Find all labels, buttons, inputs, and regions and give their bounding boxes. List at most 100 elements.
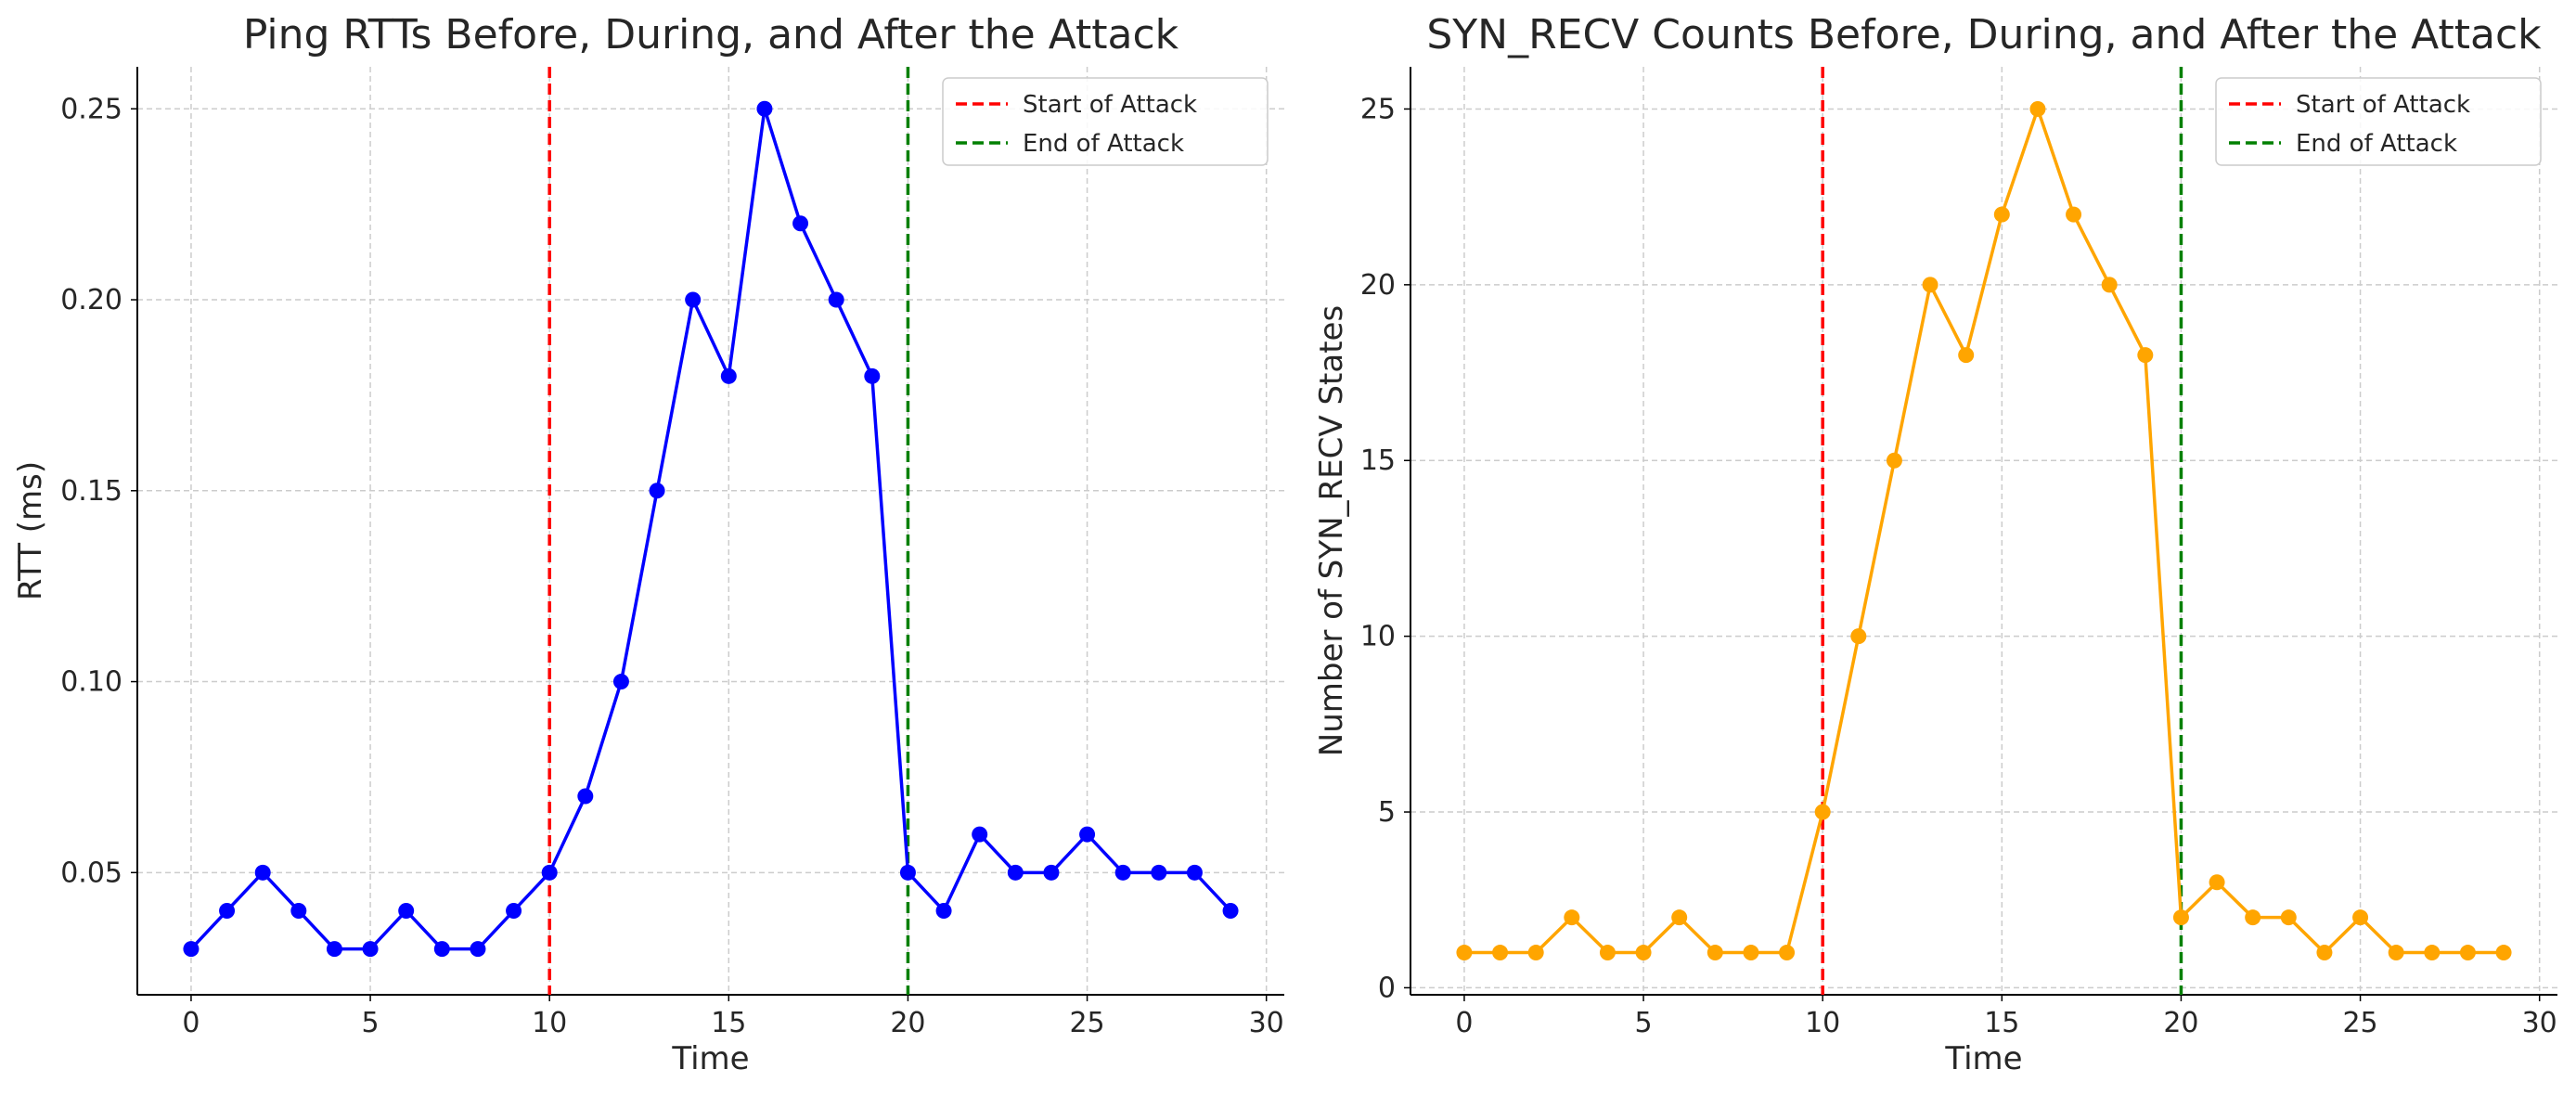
legend: Start of Attack End of Attack bbox=[942, 77, 1269, 166]
data-point bbox=[1492, 945, 1509, 961]
legend-label: Start of Attack bbox=[1023, 91, 1197, 119]
data-point bbox=[290, 902, 307, 919]
data-point bbox=[1007, 864, 1024, 881]
x-tick-label: 20 bbox=[2163, 1007, 2198, 1039]
data-point bbox=[2352, 909, 2369, 926]
data-point bbox=[1527, 945, 1544, 961]
data-point bbox=[2495, 945, 2512, 961]
x-tick-label: 15 bbox=[711, 1007, 746, 1039]
data-point bbox=[1456, 945, 1473, 961]
data-point bbox=[1886, 452, 1902, 469]
y-tick-label: 5 bbox=[1378, 796, 1396, 829]
x-tick-label: 5 bbox=[362, 1007, 380, 1039]
data-point bbox=[2101, 277, 2118, 293]
data-point bbox=[254, 864, 271, 881]
y-tick-label: 0 bbox=[1378, 972, 1396, 1004]
data-point bbox=[219, 902, 236, 919]
y-tick-label: 0.20 bbox=[60, 284, 122, 316]
data-point bbox=[541, 864, 558, 881]
y-tick-label: 0.15 bbox=[60, 475, 122, 508]
data-point bbox=[433, 941, 450, 958]
legend-label: Start of Attack bbox=[2296, 91, 2470, 119]
data-point bbox=[2029, 100, 2046, 117]
data-point bbox=[577, 788, 594, 805]
data-point bbox=[1635, 945, 1652, 961]
x-tick-label: 15 bbox=[1984, 1007, 2019, 1039]
data-point bbox=[899, 864, 916, 881]
data-point bbox=[326, 941, 342, 958]
data-point bbox=[2459, 945, 2476, 961]
y-tick-label: 0.25 bbox=[60, 93, 122, 125]
data-point bbox=[1779, 945, 1796, 961]
data-point bbox=[828, 291, 844, 308]
x-tick-label: 30 bbox=[2522, 1007, 2557, 1039]
data-point bbox=[649, 483, 665, 499]
data-point bbox=[720, 367, 737, 384]
chart-2: 0 5 10 15 20 25 30 0 5 10 15 20 25 SYN_RECV Counts Be… bbox=[1313, 11, 2557, 1077]
y-tick-label: 20 bbox=[1360, 269, 1396, 302]
data-point bbox=[972, 826, 988, 843]
y-tick-label: 10 bbox=[1360, 621, 1396, 653]
data-point bbox=[2137, 347, 2154, 364]
x-tick-label: 25 bbox=[1069, 1007, 1104, 1039]
data-point bbox=[1958, 347, 1975, 364]
x-tick-label: 0 bbox=[1455, 1007, 1473, 1039]
x-tick-label: 10 bbox=[1805, 1007, 1840, 1039]
data-point bbox=[1707, 945, 1723, 961]
series-line bbox=[1463, 107, 2505, 955]
data-point bbox=[1599, 945, 1616, 961]
x-tick-label: 30 bbox=[1249, 1007, 1284, 1039]
legend-label: End of Attack bbox=[1023, 130, 1184, 158]
data-point bbox=[362, 941, 379, 958]
data-point bbox=[2316, 945, 2333, 961]
x-tick-label: 10 bbox=[532, 1007, 567, 1039]
data-point bbox=[2388, 945, 2404, 961]
data-point bbox=[1743, 945, 1759, 961]
data-point bbox=[1222, 902, 1239, 919]
y-tick-label: 25 bbox=[1360, 93, 1396, 125]
x-tick-label: 25 bbox=[2342, 1007, 2377, 1039]
data-point bbox=[2172, 909, 2189, 926]
series-line bbox=[189, 107, 1232, 951]
data-point bbox=[1922, 277, 1938, 293]
y-axis-label: Number of SYN_RECV States bbox=[1313, 305, 1350, 756]
x-axis-label: Time bbox=[1944, 1040, 2022, 1077]
data-point bbox=[470, 941, 486, 958]
data-point bbox=[2245, 909, 2261, 926]
legend-box bbox=[2215, 77, 2542, 166]
data-point bbox=[183, 941, 200, 958]
data-point bbox=[1993, 206, 2010, 223]
legend-box bbox=[942, 77, 1269, 166]
y-tick-label: 0.05 bbox=[60, 857, 122, 889]
chart-title: SYN_RECV Counts Before, During, and Afte… bbox=[1426, 11, 2542, 58]
data-point bbox=[864, 367, 881, 384]
data-point bbox=[1564, 909, 1580, 926]
data-point bbox=[792, 215, 809, 232]
legend: Start of Attack End of Attack bbox=[2215, 77, 2542, 166]
data-point bbox=[935, 902, 952, 919]
x-tick-label: 0 bbox=[182, 1007, 200, 1039]
data-point bbox=[506, 902, 522, 919]
data-point bbox=[2066, 206, 2082, 223]
data-point bbox=[612, 674, 629, 690]
data-point bbox=[685, 291, 702, 308]
data-point bbox=[756, 100, 773, 117]
x-tick-label: 20 bbox=[890, 1007, 925, 1039]
x-axis-label: Time bbox=[671, 1040, 749, 1077]
data-point bbox=[2209, 874, 2225, 891]
data-point bbox=[1671, 909, 1688, 926]
data-point bbox=[1114, 864, 1131, 881]
data-point bbox=[1043, 864, 1060, 881]
y-tick-label: 0.10 bbox=[60, 666, 122, 699]
chart-title: Ping RTTs Before, During, and After the … bbox=[243, 11, 1179, 58]
data-point bbox=[1814, 804, 1831, 820]
data-point bbox=[1079, 826, 1096, 843]
x-tick-label: 5 bbox=[1635, 1007, 1653, 1039]
data-point bbox=[1186, 864, 1203, 881]
y-tick-label: 15 bbox=[1360, 444, 1396, 477]
chart-1: 0 5 10 15 20 25 30 0.05 0.10 0.15 0.20 0.25 Ping RTT… bbox=[12, 11, 1284, 1077]
legend-label: End of Attack bbox=[2296, 130, 2457, 158]
y-axis-label: RTT (ms) bbox=[12, 461, 49, 600]
data-point bbox=[2280, 909, 2297, 926]
